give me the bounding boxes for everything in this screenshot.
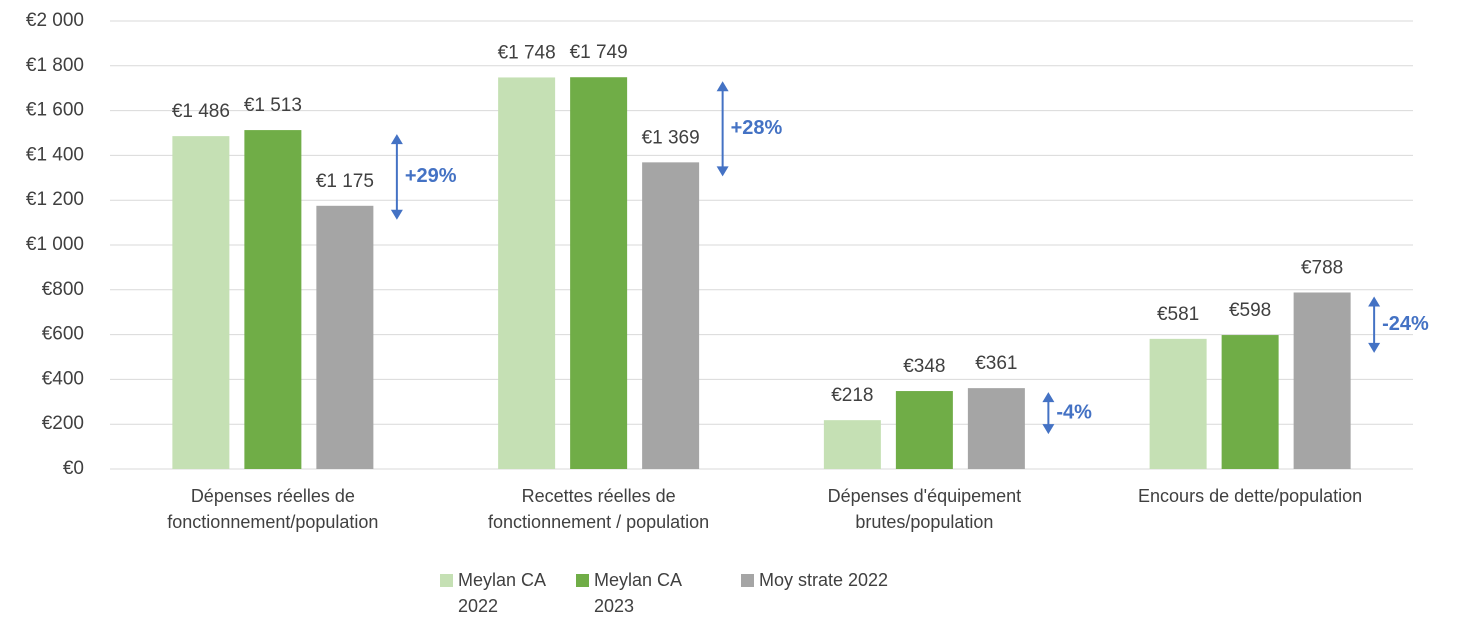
bar [642,162,700,469]
data-label: €1 513 [244,95,302,116]
x-tick-label: Dépenses d'équipement brutes/population [827,486,1022,532]
arrow-head [390,209,403,220]
x-tick-label: Encours de dette/population [1138,486,1363,506]
bar [823,420,881,469]
data-label: €1 175 [316,171,374,192]
data-label: €1 486 [172,101,230,122]
y-tick-label: €1 200 [26,189,84,210]
bar [316,205,374,470]
bar [244,130,302,469]
y-tick-label: €400 [42,368,84,389]
annotation: +29% [405,165,457,187]
legend-label: Moy strate 2022 [759,570,889,590]
y-tick-label: €1 000 [26,234,84,255]
data-label: €1 748 [498,42,556,63]
bar [498,77,556,469]
arrow-head [1368,296,1381,307]
data-label: €1 369 [642,127,700,148]
data-label: €788 [1301,258,1343,279]
arrow-head [1368,342,1381,353]
bar [1149,338,1207,469]
annotation: +28% [731,117,783,139]
data-label: €348 [903,356,945,377]
y-tick-label: €1 400 [26,144,84,165]
data-label: €361 [975,353,1017,374]
y-tick-label: €1 600 [26,100,84,121]
arrow-head [1042,424,1055,435]
legend-swatch [741,574,754,587]
y-tick-label: €800 [42,279,84,300]
bar [570,77,628,469]
data-label: €598 [1229,300,1271,321]
legend-swatch [576,574,589,587]
data-label: €581 [1157,304,1199,325]
annotation: -24% [1382,313,1429,335]
x-tick-label: Dépenses réelles de fonctionnement/popul… [167,486,379,532]
annotation: -4% [1056,401,1092,423]
x-tick-label: Recettes réelles de fonctionnement / pop… [488,486,710,532]
y-tick-label: €1 800 [26,55,84,76]
legend-label: Meylan CA 2023 [594,570,682,616]
y-tick-label: €600 [42,324,84,345]
legend-swatch [440,574,453,587]
arrow-head [390,134,403,145]
bar [967,388,1025,469]
y-tick-label: €0 [63,458,84,479]
arrow-head [716,81,729,92]
bar [895,391,953,469]
bar [1293,292,1351,469]
y-tick-label: €2 000 [26,10,84,31]
arrow-head [716,166,729,177]
y-tick-label: €200 [42,413,84,434]
data-label: €218 [831,385,873,406]
bar [172,136,230,470]
legend-label: Meylan CA 2022 [458,570,546,616]
arrow-head [1042,392,1055,403]
data-label: €1 749 [570,42,628,63]
bar [1221,335,1279,469]
